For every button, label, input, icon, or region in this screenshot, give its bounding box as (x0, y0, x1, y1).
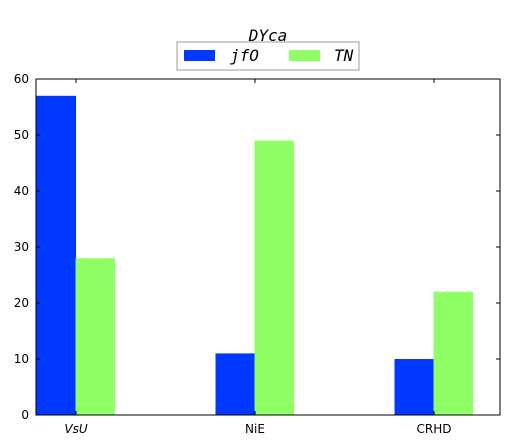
legend-label-TN: TN (334, 46, 354, 65)
legend-swatch-jfO (184, 50, 215, 61)
bar-TN-VsU (75, 258, 115, 415)
y-tick-label: 20 (14, 296, 29, 310)
chart-title: DYca (248, 26, 288, 45)
bars-group (36, 95, 473, 416)
y-tick-label: 40 (14, 184, 29, 198)
y-tick-label: 30 (14, 240, 29, 254)
x-category-label: VsU (64, 422, 87, 436)
bar-jfO-VsU (36, 95, 76, 416)
y-tick-label: 10 (14, 352, 29, 366)
bar-TN-CRHD (433, 291, 473, 415)
y-tick-label: 60 (14, 72, 29, 86)
y-tick-label: 0 (21, 408, 29, 422)
legend: jfO TN (176, 41, 360, 71)
x-category-label: NiE (245, 422, 265, 436)
bar-TN-NiE (254, 140, 294, 415)
y-axis: 0 10 20 30 40 50 60 (14, 72, 500, 422)
legend-swatch-TN (289, 50, 320, 61)
bar-jfO-NiE (215, 353, 255, 415)
legend-label-jfO: jfO (230, 46, 259, 65)
y-tick-label: 50 (14, 128, 29, 142)
x-axis: VsU NiE CRHD (64, 79, 451, 436)
plot-frame (35, 78, 501, 416)
x-category-label: CRHD (417, 422, 452, 436)
bar-jfO-CRHD (394, 359, 434, 415)
